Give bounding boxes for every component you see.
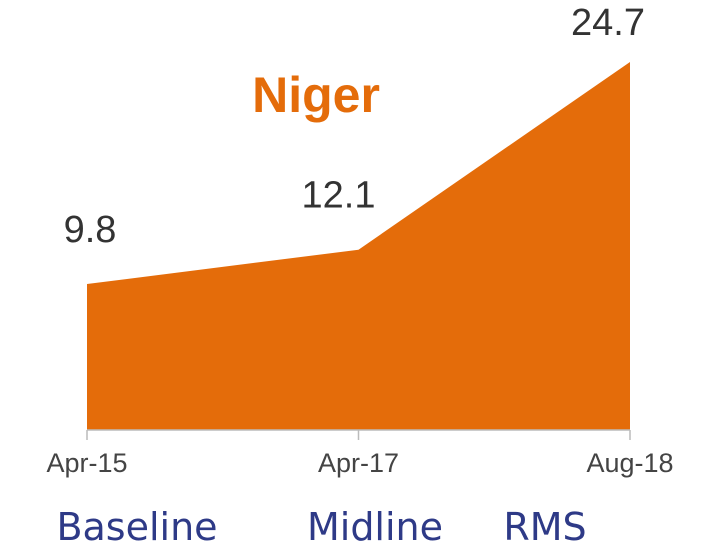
value-label: 24.7 — [571, 2, 645, 44]
x-tick-label: Aug-18 — [586, 448, 673, 478]
phase-label: Midline — [307, 505, 443, 549]
chart-title: Niger — [252, 67, 380, 123]
value-label: 9.8 — [64, 209, 117, 251]
phase-label: Baseline — [56, 505, 217, 549]
area — [87, 62, 630, 430]
x-tick-label: Apr-15 — [46, 448, 127, 478]
phase-label: RMS — [503, 505, 586, 549]
value-label: 12.1 — [302, 175, 376, 217]
x-tick-label: Apr-17 — [318, 448, 399, 478]
